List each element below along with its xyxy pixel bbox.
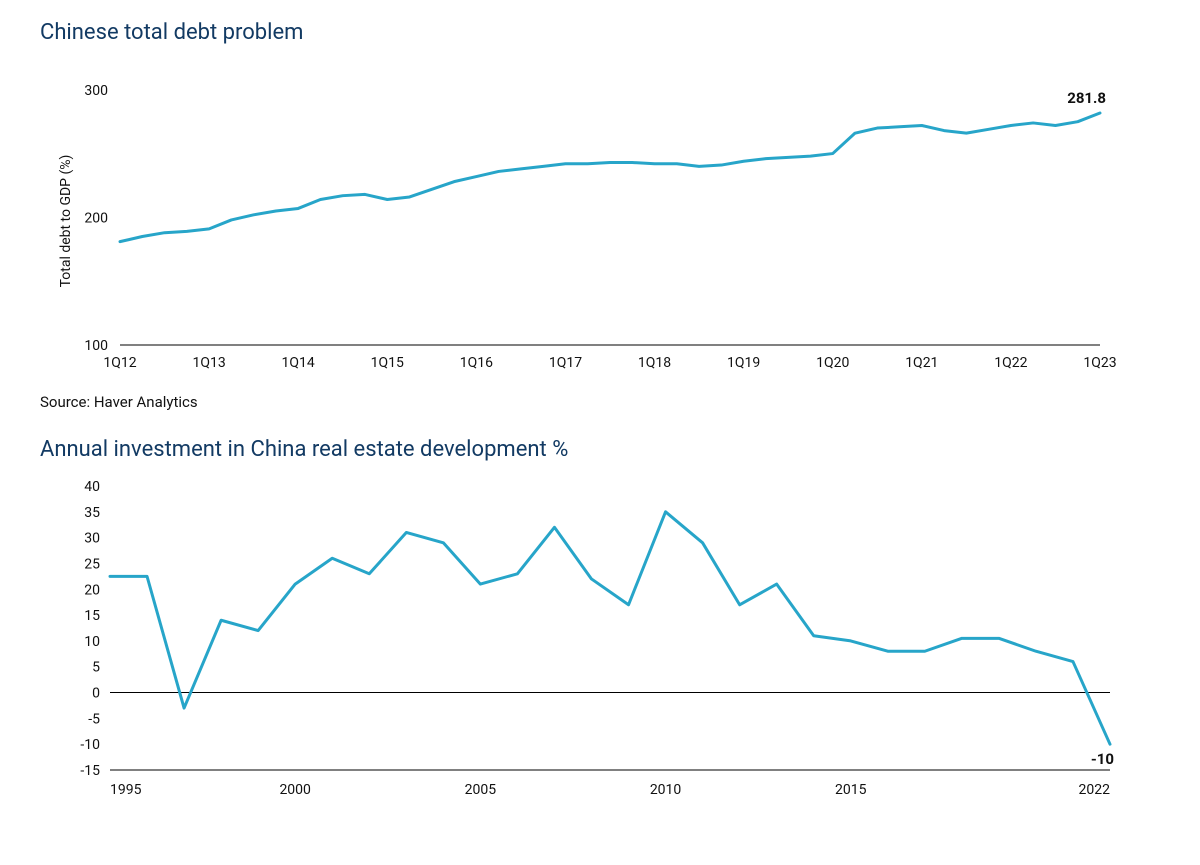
chart1-xtick: 1Q13 [192,355,225,371]
chart1-xtick: 1Q20 [816,355,849,371]
chart2-line [110,512,1110,744]
page: Chinese total debt problem 100200300Tota… [0,0,1200,865]
chart1-xtick: 1Q19 [727,355,760,371]
chart1-xtick: 1Q12 [103,355,136,371]
chart1-svg: 100 200 300 Total debt to GDP (%) 1Q12 1Q13 1Q… [40,59,1160,379]
chart1-xtick: 1Q14 [282,355,315,371]
chart2-xtick: 2015 [835,782,867,798]
chart1-block: 100 200 300 Total debt to GDP (%) 1Q12 1Q13 1Q… [40,59,1160,379]
chart2-xtick: 1995 [110,782,142,798]
chart1-title: Chinese total debt problem [40,20,1160,45]
chart1-xtick: 1Q15 [371,355,404,371]
chart2-ytick: 30 [84,531,100,547]
chart2-block: -15 -10 -5 0 5 10 15 20 25 30 35 40 1995 2000 2005 2010… [40,476,1160,806]
chart1-xtick: 1Q21 [905,355,938,371]
chart2-ytick: 0 [92,686,100,702]
chart1-source: Source: Haver Analytics [40,393,1160,411]
chart1-xtick: 1Q16 [460,355,493,371]
chart1-xtick: 1Q22 [994,355,1027,371]
chart1-line [120,113,1100,242]
chart2-ytick: 40 [84,479,100,495]
chart2-ytick: -10 [80,737,100,753]
chart2-ytick: -15 [80,763,100,779]
chart2-xtick: 2010 [650,782,682,798]
chart2-ytick: 35 [84,505,100,521]
chart1-ylabel: Total debt to GDP (%) [58,155,74,288]
chart1-xtick: 1Q18 [638,355,671,371]
chart1-ytick: 300 [84,83,108,99]
chart2-end-label: -10 [1091,750,1114,768]
chart2-ytick: 25 [84,556,100,572]
chart2-ytick: -5 [88,711,100,727]
chart1-end-label: 281.8 [1067,89,1106,107]
chart1-ytick: 100 [84,338,108,354]
chart1-xtick: 1Q23 [1083,355,1116,371]
chart1-xtick: 1Q17 [549,355,582,371]
chart2-ytick: 10 [84,634,100,650]
chart2-svg: -15 -10 -5 0 5 10 15 20 25 30 35 40 1995 2000 2005 2010… [40,476,1160,806]
chart2-xtick: 2022 [1079,782,1111,798]
chart2-xtick: 2000 [279,782,311,798]
chart1-ytick: 200 [84,210,108,226]
chart2-title: Annual investment in China real estate d… [40,437,1160,462]
chart2-ytick: 5 [92,660,100,676]
chart2-xtick: 2005 [465,782,497,798]
chart2-ytick: 15 [84,608,100,624]
chart2-ytick: 20 [84,582,100,598]
